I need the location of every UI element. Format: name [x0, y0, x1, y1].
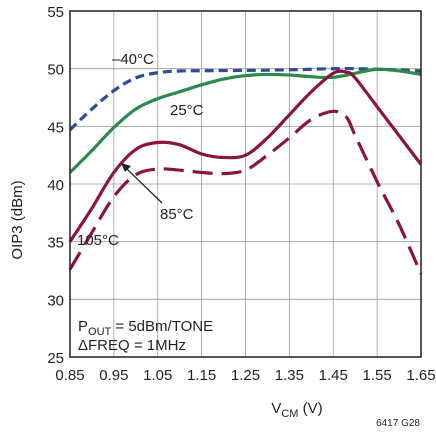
plot-frame	[69, 10, 422, 358]
series-line-85-c	[68, 69, 423, 243]
x-axis-label-subscript: CM	[281, 408, 298, 420]
y-tick-label: 40	[47, 177, 64, 194]
x-axis-label-unit: (V)	[298, 400, 322, 417]
label-85c: 85°C	[160, 206, 194, 223]
series-line-25-c	[68, 67, 422, 174]
series-lines	[68, 66, 423, 275]
y-tick-labels: 25 30 35 40 45 50 55	[47, 4, 64, 367]
label-85c-arrow-line	[125, 167, 163, 204]
condition-pout-subscript: OUT	[88, 326, 112, 338]
y-tick-label: 55	[47, 4, 64, 21]
figure-id: 6417 G28	[376, 418, 420, 429]
label-25c: 25°C	[170, 102, 204, 119]
x-tick-labels: 0.85 0.95 1.05 1.15 1.25 1.35 1.45 1.55 1.65	[55, 367, 435, 384]
y-tick-label: 30	[47, 292, 64, 309]
y-tick-label: 45	[47, 119, 64, 136]
x-tick-label: 1.35	[275, 367, 304, 384]
label-85c-arrowhead	[121, 163, 131, 172]
y-axis-label: OIP3 (dBm)	[9, 180, 26, 259]
x-tick-label: 1.05	[143, 367, 172, 384]
x-tick-label: 1.25	[231, 367, 260, 384]
label-105c: 105°C	[77, 232, 119, 249]
y-tick-label: 35	[47, 235, 64, 252]
condition-pout: POUT = 5dBm/TONE	[78, 318, 213, 338]
y-tick-label: 50	[47, 62, 64, 79]
condition-pout-rest: = 5dBm/TONE	[111, 318, 213, 335]
x-tick-label: 1.55	[363, 367, 392, 384]
x-tick-label: 0.95	[99, 367, 128, 384]
label-minus40c: –40°C	[112, 51, 154, 68]
x-tick-label: 1.15	[187, 367, 216, 384]
condition-dfreq: ΔFREQ = 1MHz	[78, 337, 186, 354]
x-tick-label: 0.85	[55, 367, 84, 384]
x-axis-label: VCM (V)	[271, 400, 322, 420]
series-line-105-c	[68, 109, 423, 275]
x-tick-label: 1.65	[406, 367, 435, 384]
y-tick-label: 25	[47, 350, 64, 367]
x-tick-label: 1.45	[319, 367, 348, 384]
